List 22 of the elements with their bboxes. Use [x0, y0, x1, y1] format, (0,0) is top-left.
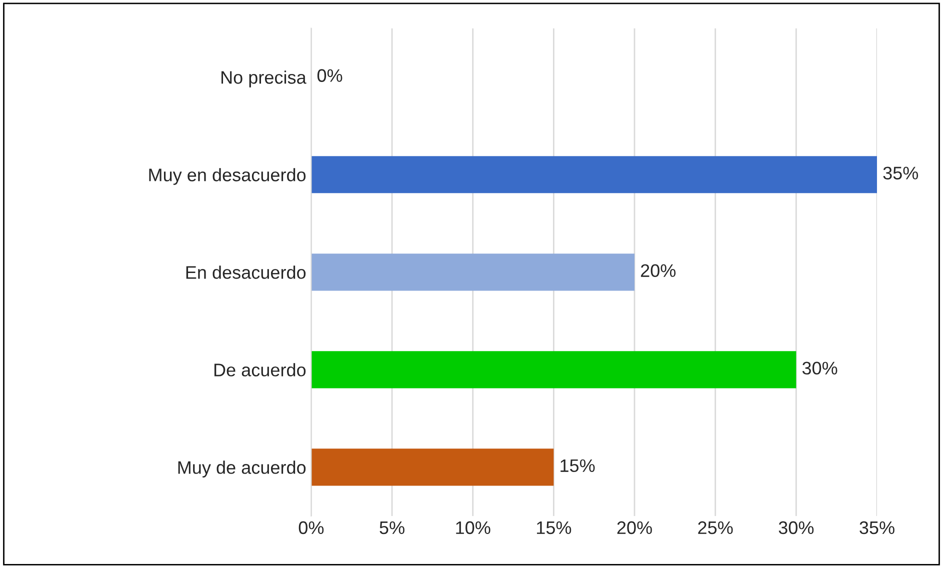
y-tick-label: En desacuerdo: [186, 266, 306, 279]
bar: [311, 351, 796, 388]
x-tick-label: 15%: [536, 521, 572, 534]
data-label: 20%: [640, 264, 676, 278]
data-label: 15%: [560, 459, 595, 472]
data-label: 0%: [317, 69, 342, 82]
x-tick-label: 35%: [860, 521, 894, 534]
y-tick-label: Muy en desacuerdo: [149, 168, 306, 185]
x-tick-label: 5%: [380, 521, 404, 534]
y-tick-label: De acuerdo: [214, 363, 306, 376]
bar: [311, 448, 554, 486]
y-tick-label: Muy de acuerdo: [178, 460, 306, 478]
x-tick-label: 25%: [698, 521, 733, 534]
x-tick-label: 10%: [456, 521, 490, 534]
x-tick-label: 20%: [617, 521, 652, 534]
bar: [311, 156, 877, 194]
x-tick-label: 0%: [298, 521, 324, 534]
bar: [311, 254, 635, 291]
x-tick-label: 30%: [778, 521, 814, 534]
data-label: 30%: [802, 362, 838, 375]
data-label: 35%: [883, 166, 918, 180]
y-tick-label: No precisa: [222, 70, 306, 88]
